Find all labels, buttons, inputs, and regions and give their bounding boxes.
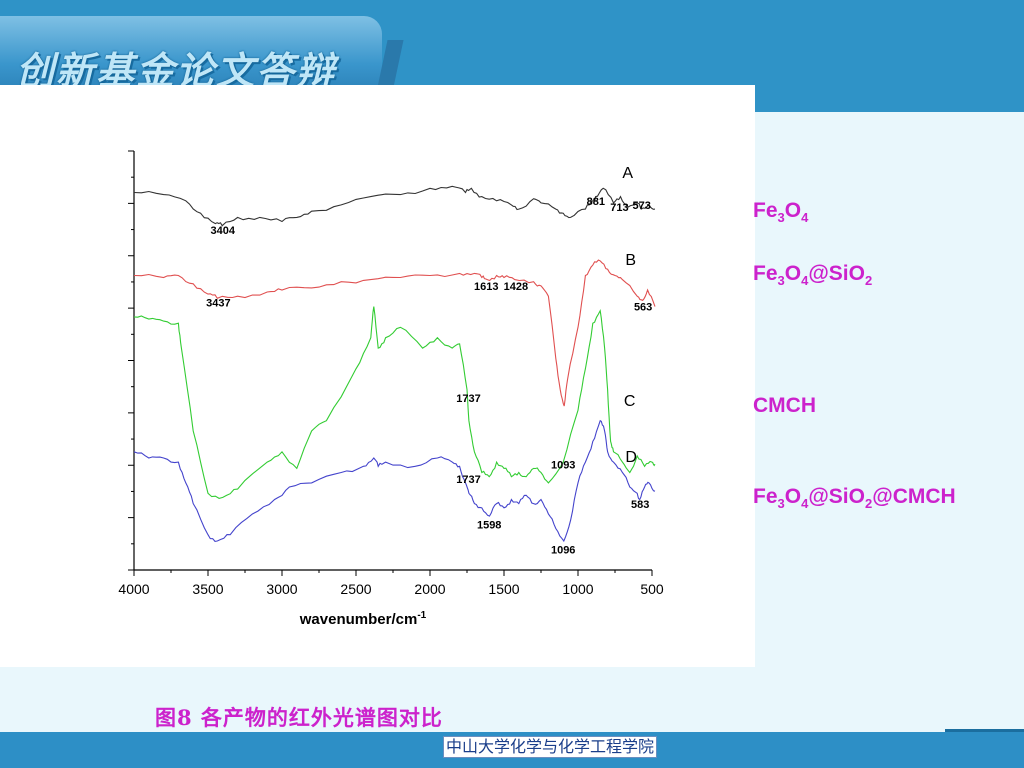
legend-fe3o4: Fe3O4 [753, 199, 809, 226]
legend-fe3o4-sio2-cmch: Fe3O4@SiO2@CMCH [753, 485, 956, 512]
series-label-A: A [622, 165, 633, 182]
peak-label: 1096 [551, 544, 575, 556]
peak-label: 3437 [206, 298, 230, 310]
peak-label: 713 [610, 202, 628, 214]
institution-name: 中山大学化学与化学工程学院 [443, 736, 658, 758]
peak-label: 1598 [477, 520, 501, 532]
peak-label: 881 [587, 196, 605, 208]
series-label-C: C [624, 393, 636, 410]
peak-label: 1737 [456, 474, 480, 486]
header-tab [0, 16, 382, 96]
peak-label: 1093 [551, 459, 575, 471]
x-axis-label: wavenumber/cm-1 [299, 610, 427, 628]
x-tick-label: 3500 [192, 581, 223, 597]
x-tick-label: 1500 [488, 581, 519, 597]
peak-label: 583 [631, 499, 649, 511]
x-tick-label: 1000 [562, 581, 593, 597]
series-C-line [133, 306, 656, 499]
footer-accent [945, 729, 1024, 732]
series-label-B: B [625, 252, 636, 269]
x-tick-label: 500 [640, 581, 664, 597]
x-tick-label: 2000 [414, 581, 445, 597]
ir-spectrum-chart: 4000 3500 3000 2500 2000 1500 1000 500 wavenumbe… [118, 150, 664, 628]
series-B-line [133, 259, 656, 407]
peak-label: 1737 [456, 393, 480, 405]
peak-label: 563 [634, 302, 652, 314]
peak-label: 1613 [474, 281, 498, 293]
series-label-D: D [625, 449, 637, 466]
chart-panel: 4000 3500 3000 2500 2000 1500 1000 500 wavenumbe… [0, 85, 755, 667]
peak-label: 3404 [211, 225, 236, 237]
peak-label: 1428 [504, 281, 528, 293]
x-tick-label: 4000 [118, 581, 149, 597]
series-D-line [133, 419, 656, 543]
legend-cmch: CMCH [753, 394, 816, 417]
figure-caption: 图8 各产物的红外光谱图对比 [155, 705, 443, 730]
peak-label: 573 [632, 200, 650, 212]
series-A-line [133, 185, 656, 227]
x-tick-label: 2500 [340, 581, 371, 597]
legend-fe3o4-sio2: Fe3O4@SiO2 [753, 262, 873, 289]
x-tick-label: 3000 [266, 581, 297, 597]
